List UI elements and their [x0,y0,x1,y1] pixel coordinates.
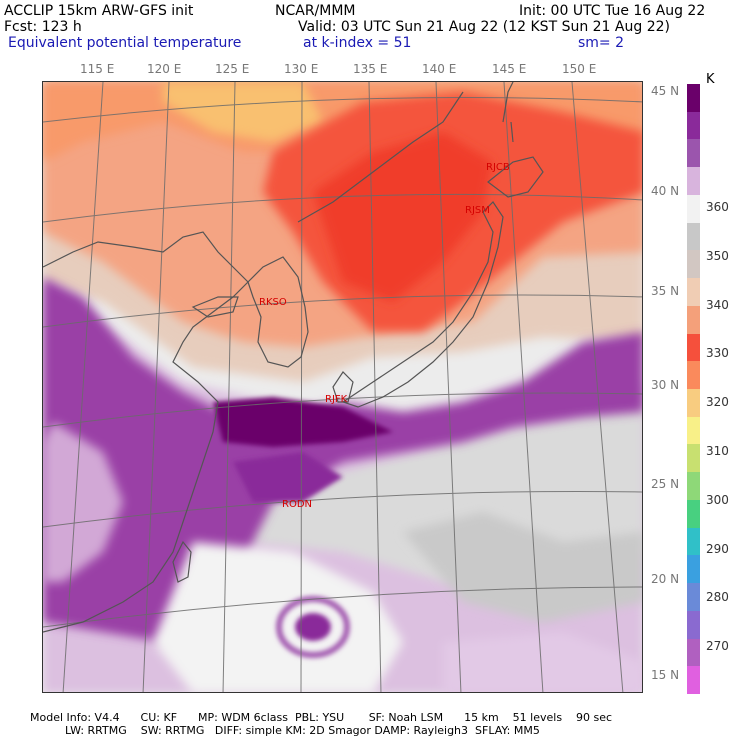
station-rkso: RKSO [259,297,287,308]
colorbar-swatch [687,499,700,529]
colorbar-swatch [687,389,700,418]
coastlines [43,82,544,633]
lat-label-40: 40 N [651,184,680,198]
colorbar-unit: K [706,72,715,87]
lon-label-140: 140 E [422,62,457,76]
colorbar-swatch [687,444,700,473]
lat-label-20: 20 N [651,572,680,586]
colorbar-swatch [687,416,700,445]
colorbar-label-310: 310 [706,444,729,458]
lat-label-45: 45 N [651,84,680,98]
colorbar-swatch [687,305,700,335]
valid-time: Valid: 03 UTC Sun 21 Aug 22 (12 KST Sun … [298,19,670,35]
colorbar-swatch [687,222,700,251]
institution-label: NCAR/MMM [275,3,356,19]
lat-label-30: 30 N [651,378,680,392]
colorbar-label-320: 320 [706,395,729,410]
colorbar-swatch [687,250,700,279]
lon-label-125: 125 E [215,62,250,76]
colorbar-label-340: 340 [706,297,729,312]
colorbar-swatch [687,361,700,390]
lon-label-150: 150 E [562,62,597,76]
init-time: Init: 00 UTC Tue 16 Aug 22 [519,3,706,19]
theta-e-field [43,82,642,692]
lat-label-35: 35 N [651,284,680,298]
graticule [43,82,642,692]
colorbar-swatch [687,278,700,307]
map-panel [42,81,643,693]
colorbar-label-350: 350 [706,248,729,263]
station-rodn: RODN [282,499,312,510]
colorbar-label-330: 330 [706,346,729,361]
smoothing-label: sm= 2 [578,35,625,51]
lat-label-15: 15 N [651,668,680,682]
station-rjfk: RJFK [325,394,348,405]
colorbar-swatch [687,638,700,667]
colorbar-swatch [687,527,700,556]
colorbar-swatch [687,555,700,584]
station-rjcb: RJCB [486,162,510,173]
lon-label-130: 130 E [284,62,319,76]
lon-label-120: 120 E [147,62,182,76]
colorbar-swatch [687,194,700,224]
forecast-hour: Fcst: 123 h [4,19,82,35]
level-label: at k-index = 51 [303,35,412,51]
colorbar-swatch [687,111,700,140]
lat-label-25: 25 N [651,477,680,491]
colorbar-swatch [687,333,700,362]
model-info-line2: LW: RRTMG SW: RRTMG DIFF: simple KM: 2D … [30,724,540,737]
model-info-line1: Model Info: V4.4 CU: KF MP: WDM 6class P… [30,711,613,724]
colorbar-label-280: 280 [706,590,729,605]
colorbar-label-290: 290 [706,541,729,556]
field-name: Equivalent potential temperature [8,35,242,51]
colorbar-swatch [687,583,700,612]
colorbar-swatch [687,666,700,695]
colorbar-swatch [687,139,700,168]
lon-label-145: 145 E [492,62,527,76]
model-title: ACCLIP 15km ARW-GFS init [4,3,194,19]
colorbar-swatch [687,167,700,196]
lon-label-115: 115 E [80,62,115,76]
colorbar-label-270: 270 [706,639,729,654]
station-rjsm: RJSM [465,205,490,216]
colorbar-label-360: 360 [706,200,729,214]
colorbar-swatch [687,610,700,640]
colorbar-label-300: 300 [706,492,729,507]
colorbar-swatch [687,472,700,501]
lon-label-135: 135 E [353,62,388,76]
colorbar-swatch [687,84,700,113]
